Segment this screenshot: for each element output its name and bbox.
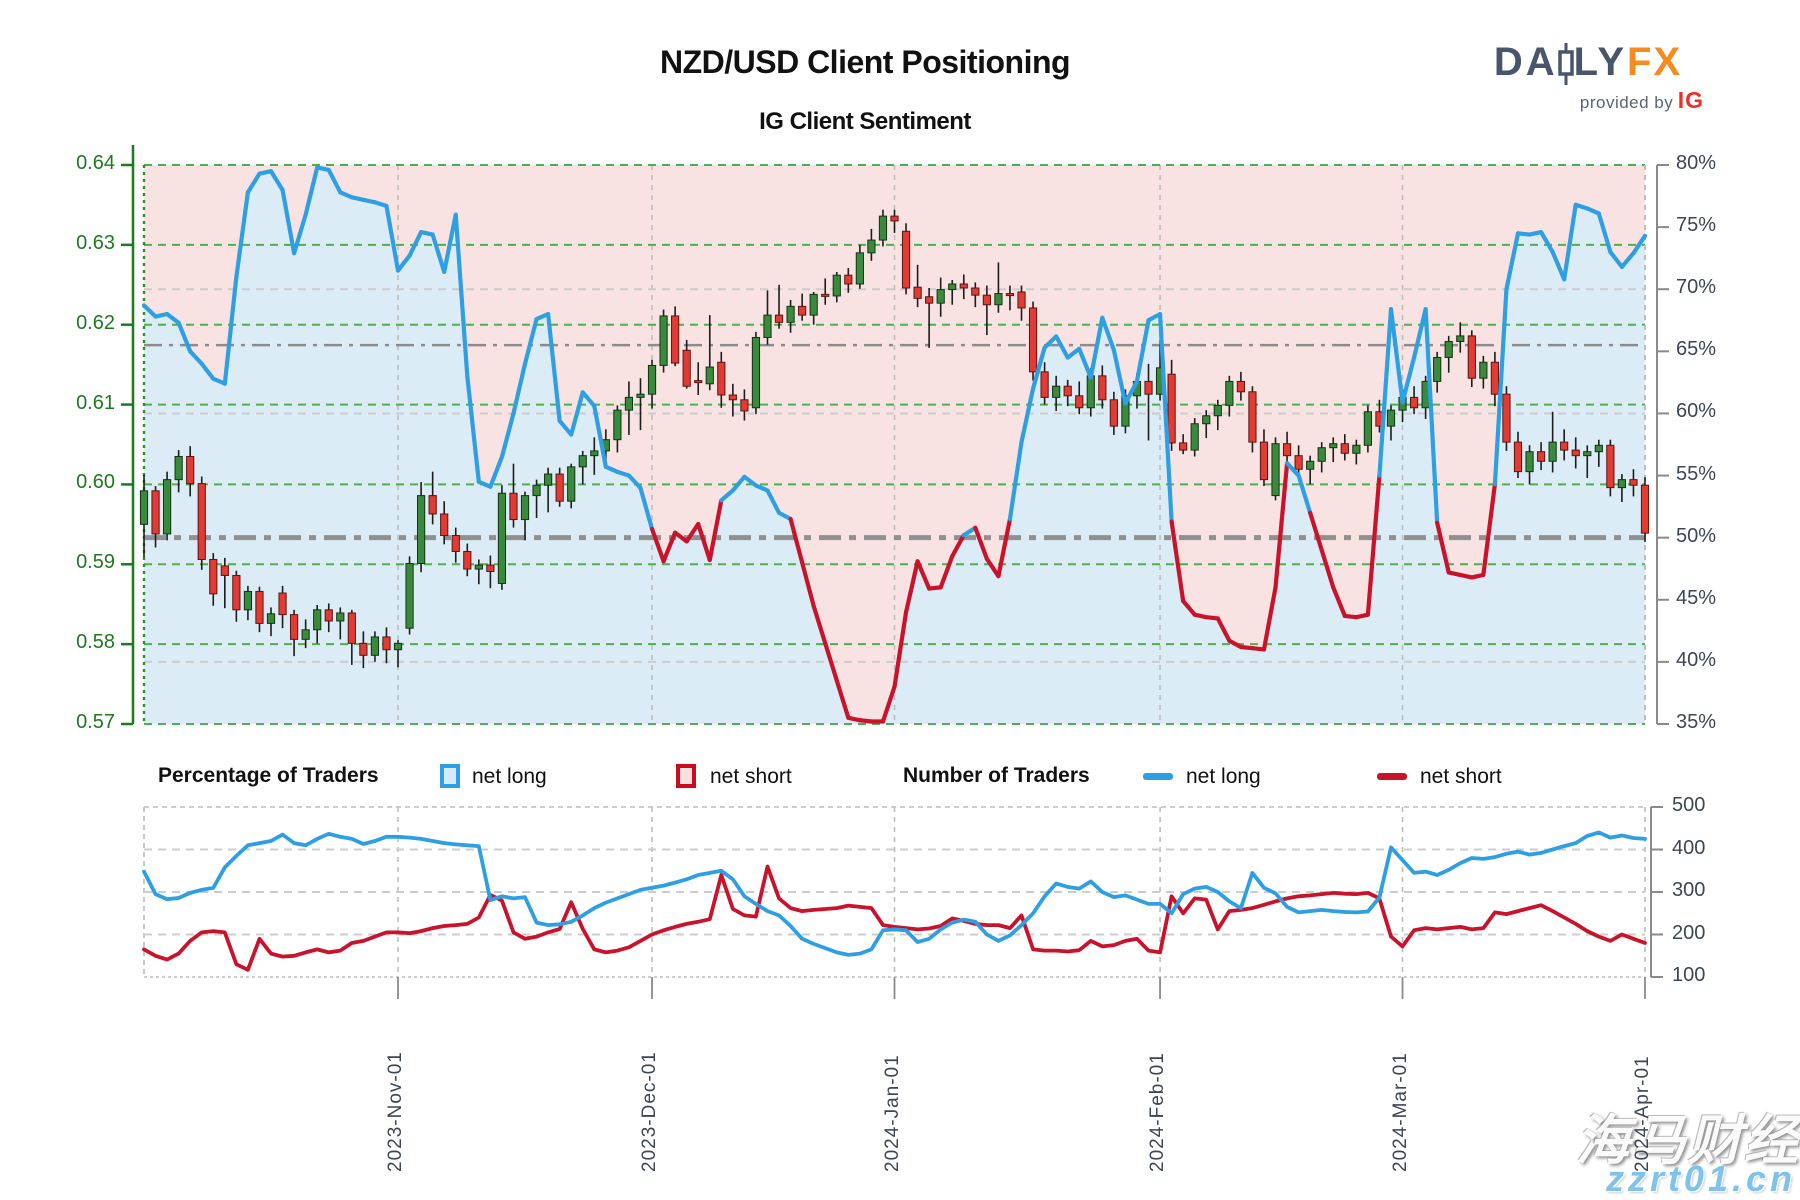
logo-provided-by-row: provided by IG <box>1448 87 1728 114</box>
price-axis-label: 0.63 <box>76 231 115 254</box>
price-axis-label: 0.57 <box>76 711 115 733</box>
net-long-line-icon <box>1143 773 1173 780</box>
candlestick-layer <box>139 209 1650 669</box>
date-axis-label: 2024-Apr-01 <box>1632 1055 1653 1172</box>
date-axis-label: 2023-Dec-01 <box>639 1051 661 1172</box>
legend-num-net-long: net long <box>1186 765 1261 788</box>
net-long-pct-line <box>141 165 1648 724</box>
count-axis-label: 200 <box>1672 921 1706 944</box>
traders-net-long-line <box>142 830 1647 957</box>
pct-axis-label: 70% <box>1676 276 1717 299</box>
date-axis-label: 2024-Jan-01 <box>881 1054 903 1172</box>
traders-net-short-line <box>142 864 1647 972</box>
pct-axis-label: 35% <box>1676 711 1717 733</box>
price-axis-label: 0.58 <box>76 631 115 654</box>
legend-pct-net-long: net long <box>472 765 547 788</box>
price-axis-label: 0.59 <box>76 551 115 574</box>
count-axis-label: 500 <box>1672 794 1706 816</box>
count-axis-label: 100 <box>1672 964 1706 986</box>
price-axis-label: 0.62 <box>76 311 115 334</box>
price-axis-label: 0.64 <box>76 152 115 174</box>
count-axis-label: 300 <box>1672 879 1706 901</box>
net-long-swatch-icon <box>440 764 460 788</box>
pct-axis-label: 50% <box>1676 524 1717 547</box>
count-axis-label: 400 <box>1672 836 1706 859</box>
pct-axis-label: 60% <box>1676 400 1717 423</box>
pct-axis-label: 45% <box>1676 586 1717 609</box>
pct-axis-label: 55% <box>1676 462 1717 485</box>
logo-text-ly: LY <box>1573 40 1628 84</box>
legend-num-title: Number of Traders <box>903 764 1090 787</box>
date-axis-label: 2024-Feb-01 <box>1147 1052 1169 1172</box>
pct-axis-label: 75% <box>1676 214 1717 237</box>
axis-layer <box>121 145 1669 726</box>
watermark-cn: 海马财经 <box>1576 1111 1800 1171</box>
net-short-swatch-icon <box>676 764 696 788</box>
page-title: NZD/USD Client Positioning <box>659 44 1071 80</box>
provided-by-label: provided by <box>1579 93 1674 112</box>
candlestick-icon <box>1557 43 1574 85</box>
net-short-line-icon <box>1377 773 1407 780</box>
chart-subtitle: IG Client Sentiment <box>759 108 971 135</box>
legend-pct-net-short: net short <box>710 765 792 788</box>
pct-axis-label: 65% <box>1676 338 1717 361</box>
ig-brand: IG <box>1677 87 1704 113</box>
watermark-url: zzrt01.cn <box>1605 1158 1796 1199</box>
date-axis-label: 2023-Nov-01 <box>385 1051 406 1172</box>
dailyfx-logo: DA LY FX provided by IG <box>1448 40 1728 114</box>
pct-axis-label: 40% <box>1676 648 1717 671</box>
price-axis-label: 0.61 <box>76 391 115 414</box>
logo-text-da: DA <box>1493 40 1558 84</box>
date-axis-label: 2024-Mar-01 <box>1389 1052 1411 1172</box>
pct-axis-label: 80% <box>1676 152 1717 174</box>
traders-panel <box>142 806 1663 999</box>
dailyfx-wordmark: DA LY FX <box>1448 40 1728 85</box>
price-axis-label: 0.60 <box>76 471 115 494</box>
legend-pct-title: Percentage of Traders <box>158 764 379 787</box>
legend-num-net-short: net short <box>1420 765 1502 788</box>
logo-text-fx: FX <box>1627 40 1683 84</box>
